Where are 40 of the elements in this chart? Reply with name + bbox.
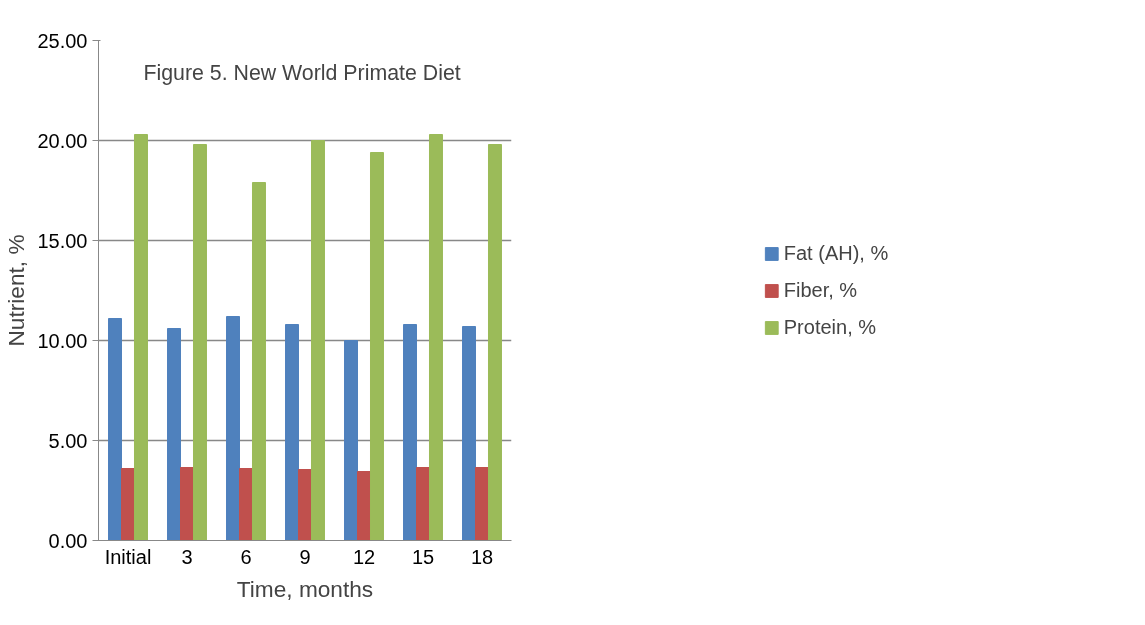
- bar: [133, 134, 148, 541]
- bar: [344, 340, 359, 541]
- x-axis-title: Time, months: [236, 575, 374, 602]
- legend-label: Protein, %: [783, 315, 877, 339]
- y-tick-label: 10.00: [37, 329, 88, 352]
- x-tick-label: 6: [240, 545, 252, 568]
- x-tick-label: Initial: [104, 545, 152, 568]
- bar: [226, 316, 241, 541]
- y-axis-title: Nutrient, %: [3, 234, 30, 347]
- y-tick-label: 15.00: [37, 229, 88, 252]
- x-tick-label: 3: [181, 545, 193, 568]
- x-tick-label: 12: [352, 545, 376, 568]
- bar: [239, 468, 253, 541]
- bar: [403, 324, 418, 541]
- bar: [108, 318, 123, 541]
- bar: [192, 144, 207, 541]
- bar: [416, 467, 430, 541]
- bar: [357, 471, 371, 541]
- bar: [475, 467, 489, 541]
- y-tick-label: 25.00: [37, 29, 88, 52]
- bar: [251, 182, 266, 541]
- bar: [428, 134, 443, 541]
- bar: [369, 152, 384, 541]
- x-tick-label: 9: [299, 545, 311, 568]
- y-tick-label: 20.00: [37, 129, 88, 152]
- x-tick-label: 18: [470, 545, 494, 568]
- bar: [310, 140, 325, 541]
- x-tick-label: 15: [411, 545, 435, 568]
- legend-label: Fiber, %: [783, 278, 858, 302]
- y-tick-label: 0.00: [48, 529, 88, 552]
- y-tick-label: 5.00: [48, 429, 88, 452]
- bar: [298, 469, 312, 541]
- bar: [487, 144, 502, 541]
- bar: [121, 468, 135, 541]
- bar: [285, 324, 300, 541]
- bar: [462, 326, 477, 541]
- legend-label: Fat (AH), %: [783, 241, 889, 265]
- text: Figure 5. New World Primate Diet: [143, 60, 461, 85]
- bar: [167, 328, 182, 541]
- bar: [180, 467, 194, 541]
